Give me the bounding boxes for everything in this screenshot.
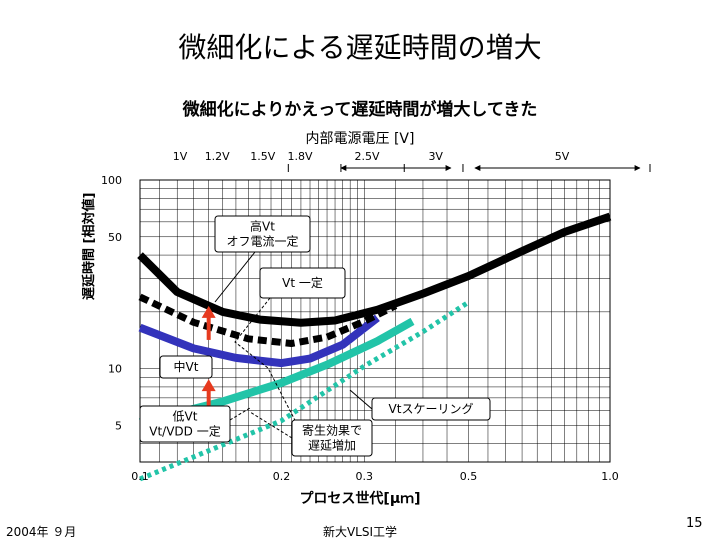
y-tick-label: 50: [108, 231, 122, 244]
y-tick-label: 100: [101, 174, 122, 187]
delay-increase-arrow-head: [201, 305, 216, 318]
callout-text: Vt 一定: [282, 275, 323, 290]
chart-title: 微細化によりかえって遅延時間が増大してきた: [182, 100, 538, 120]
callout-text: 遅延増加: [308, 439, 356, 453]
callout-text: 寄生効果で: [302, 423, 362, 438]
callout-leader: [214, 251, 256, 303]
slide-title: 微細化による遅延時間の増大: [178, 31, 542, 64]
series-line: [138, 293, 398, 347]
callout-text: 中Vt: [174, 359, 199, 374]
footer-date: 2004年 ９月: [6, 525, 77, 539]
callout-box: [291, 419, 373, 457]
top-tick-label: 5V: [555, 150, 570, 163]
callout-box: [139, 405, 231, 443]
x-axis-label: プロセス世代[μｍ]: [299, 491, 421, 507]
top-tick-label: 1.2V: [205, 150, 230, 163]
callout-box: [214, 215, 311, 253]
top-tick-label: 1.8V: [287, 150, 312, 163]
x-tick-label: 1.0: [601, 470, 619, 483]
callout-text: Vt/VDD 一定: [149, 424, 220, 439]
y-tick-label: 10: [108, 363, 122, 376]
y-tick-label: 5: [115, 419, 122, 432]
slide-number: 15: [686, 516, 703, 531]
x-tick-label: 0.5: [460, 470, 478, 483]
tick-layer: 0.1 0.2 0.3 0.5 1.0 100 50 10 5 1V 1.2V 1.5V 1.8V 2.5…: [101, 150, 651, 483]
series-line: [137, 212, 612, 327]
callout-box: [371, 397, 491, 421]
top-tick-label: 1.5V: [250, 150, 275, 163]
callout-text: オフ電流一定: [226, 234, 298, 249]
callout-leader: [234, 297, 301, 431]
delay-increase-arrow-head: [201, 379, 216, 392]
series-line: [138, 314, 380, 368]
callout-leader: [349, 389, 373, 410]
top-tick-label: 3V: [428, 150, 443, 163]
footer-course: 新大VLSI工学: [322, 525, 398, 539]
top-axis-title: 内部電源電圧 [V]: [305, 131, 415, 147]
x-tick-label: 0.1: [131, 470, 149, 483]
callout-leader: [229, 407, 251, 421]
callout-leader: [249, 411, 293, 439]
top-tick-label: 2.5V: [355, 150, 380, 163]
series-line: [139, 300, 470, 482]
x-tick-label: 0.2: [273, 470, 291, 483]
callout-box: [259, 267, 346, 299]
x-tick-label: 0.3: [355, 470, 373, 483]
callout-text: Vtスケーリング: [389, 402, 474, 416]
callout-text: 低Vt: [173, 410, 198, 424]
callout-box: [159, 355, 213, 379]
top-tick-label: 1V: [173, 150, 188, 163]
callout-text: 高Vt: [250, 219, 275, 234]
